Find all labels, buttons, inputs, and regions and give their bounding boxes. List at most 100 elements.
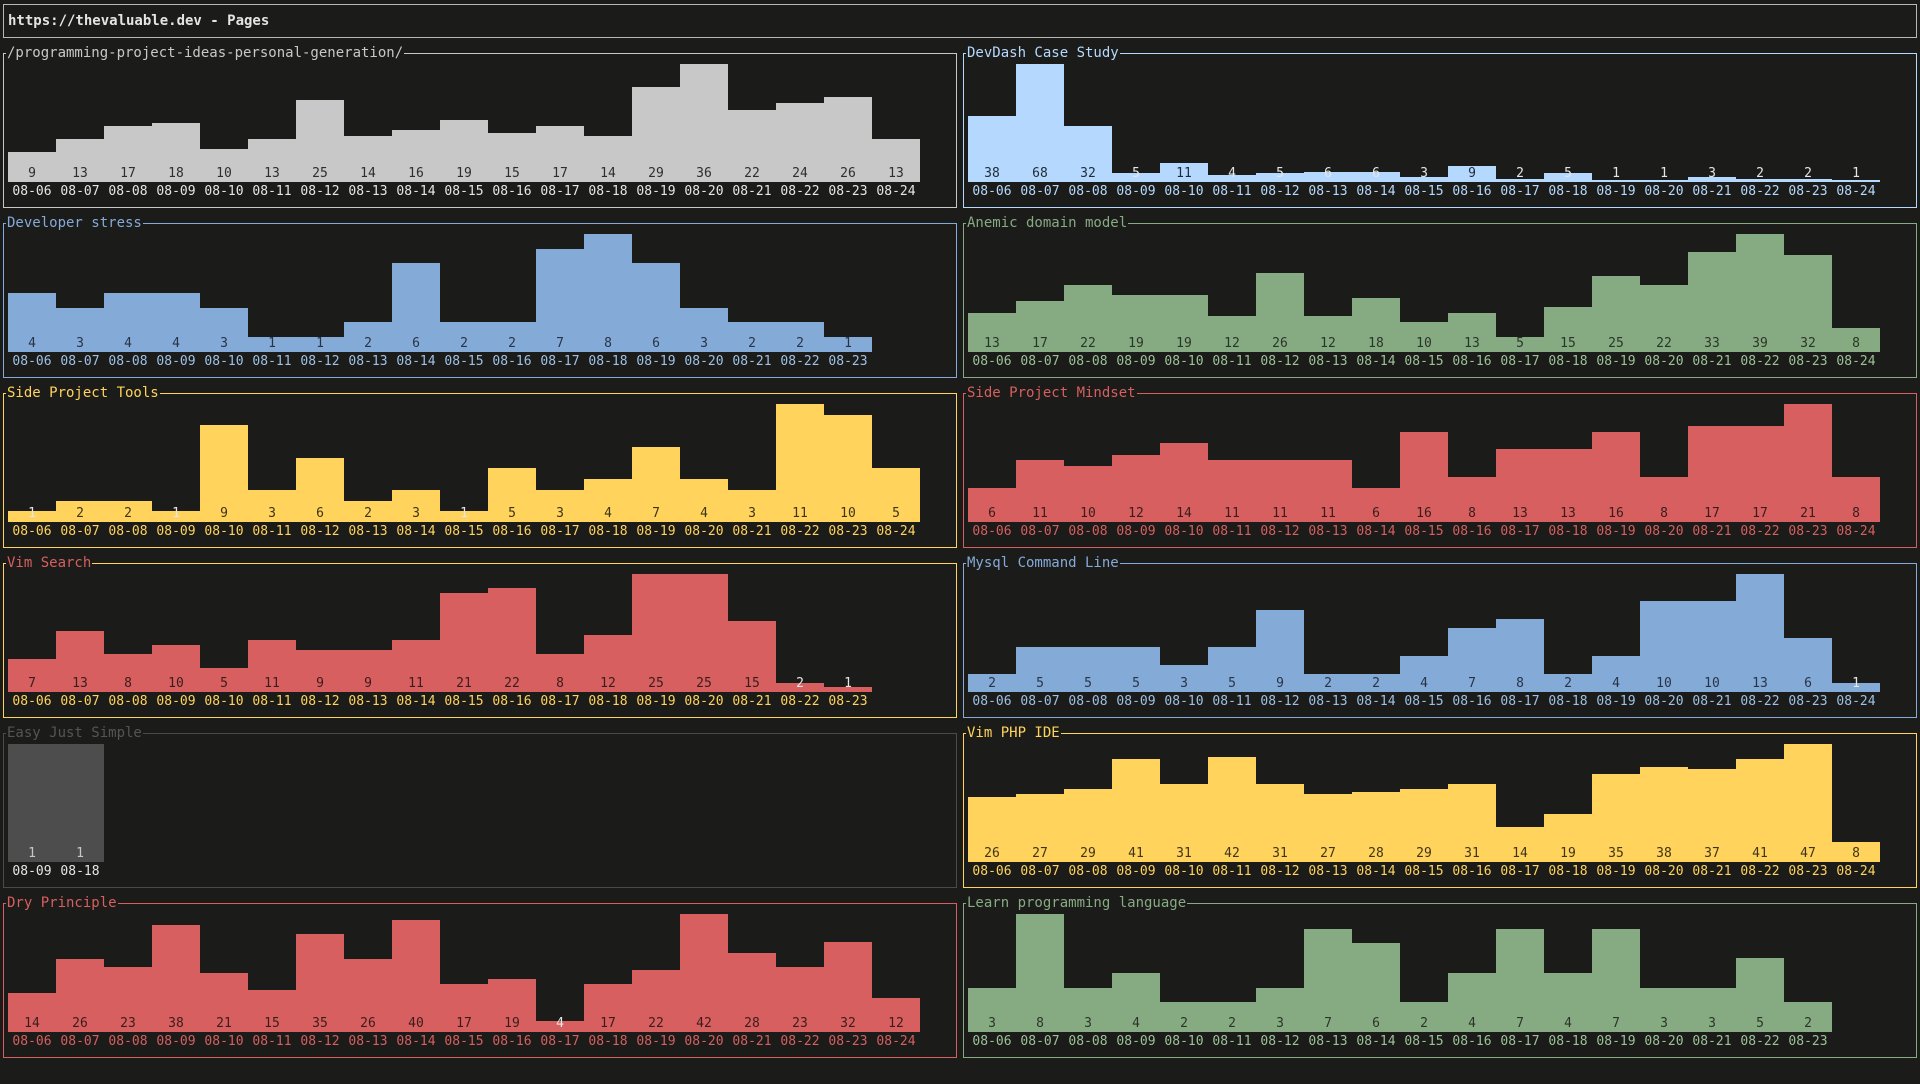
date-tick-label: 08-08 [1068,354,1108,369]
bar-value-label: 8 [1852,846,1860,861]
bar-value-label: 26 [360,1016,376,1031]
date-tick-label: 08-08 [108,1034,148,1049]
bar-value-label: 1 [76,846,84,861]
bar [1544,173,1592,182]
date-tick-label: 08-07 [60,184,100,199]
bar-value-label: 2 [1804,1016,1812,1031]
bar [1592,929,1640,1032]
bar-value-label: 13 [1512,506,1528,521]
bar [152,293,200,352]
date-tick-label: 08-21 [732,184,772,199]
chart-panel[interactable]: DevDash Case Study 38 68 32 5 11 4 5 6 6 3 9 2 5 1 1 3 2 2… [963,44,1917,208]
panel-title: Dry Principle [6,894,118,912]
bar-value-label: 2 [124,506,132,521]
date-tick-label: 08-12 [300,1034,340,1049]
date-tick-label: 08-15 [444,354,484,369]
chart-panel[interactable]: Side Project Tools 1 2 2 1 9 3 6 2 3 1 5 3 4 7 4 3 11 10 5 0… [3,384,957,548]
bar-value-label: 24 [792,166,808,181]
chart-panel[interactable]: Learn programming language 3 8 3 4 2 2 3 7 6 2 4 7 4 7… [963,894,1917,1058]
chart-panel[interactable]: Mysql Command Line 2 5 5 5 3 5 9 2 2 4 7 8 2 4 10 10 13 6 1… [963,554,1917,718]
bar-value-label: 36 [696,166,712,181]
bar-value-label: 8 [1660,506,1668,521]
date-tick-label: 08-19 [1596,694,1636,709]
bar-value-label: 6 [652,336,660,351]
bar [776,404,824,522]
date-tick-label: 08-24 [876,1034,916,1049]
bar-value-label: 14 [1512,846,1528,861]
date-tick-label: 08-18 [1548,1034,1588,1049]
bar-value-label: 31 [1464,846,1480,861]
date-tick-label: 08-18 [588,524,628,539]
bar [680,574,728,692]
bar [1352,298,1400,352]
date-tick-label: 08-14 [396,694,436,709]
window-title: https://thevaluable.dev - Pages [3,4,1917,38]
date-tick-label: 08-16 [1452,694,1492,709]
chart-panel[interactable]: Easy Just Simple 1 1 08-09 08-18 [3,724,957,888]
bar-value-label: 2 [1756,166,1764,181]
bar [1256,610,1304,692]
bar-value-label: 4 [556,1016,564,1031]
bar [1064,647,1112,692]
bar [584,136,632,182]
bar-value-label: 4 [1564,1016,1572,1031]
bar-value-label: 15 [1560,336,1576,351]
chart-panel[interactable]: Dry Principle 14 26 23 38 21 15 35 26 40 17 19 4 17 22… [3,894,957,1058]
bar-value-label: 3 [1708,1016,1716,1031]
date-tick-label: 08-18 [1548,864,1588,879]
bar [632,970,680,1032]
bar-value-label: 4 [1612,676,1620,691]
bar [56,308,104,352]
date-tick-label: 08-13 [348,354,388,369]
bar [1400,789,1448,862]
panel-title: /programming-project-ideas-personal-gene… [6,44,405,62]
bar [536,126,584,182]
bar-value-label: 11 [264,676,280,691]
date-tick-label: 08-14 [1356,864,1396,879]
bar-value-label: 19 [1560,846,1576,861]
bar [1496,929,1544,1032]
bar-value-label: 1 [1852,676,1860,691]
bar [104,967,152,1032]
bar-value-label: 15 [744,676,760,691]
chart-panel[interactable]: Side Project Mindset 6 11 10 12 14 11 11 11 6 16 8 1… [963,384,1917,548]
panel-title: Learn programming language [966,894,1188,912]
date-tick-label: 08-17 [540,184,580,199]
date-tick-label: 08-18 [588,354,628,369]
bar [1736,234,1784,352]
bar [1736,426,1784,522]
bar-value-label: 21 [216,1016,232,1031]
date-tick-label: 08-06 [12,354,52,369]
bar-value-label: 16 [408,166,424,181]
bar [296,337,344,352]
chart-panel[interactable]: Vim Search 7 13 8 10 5 11 9 9 11 21 22 8 12 25 25 15 2 1 08… [3,554,957,718]
bar [1016,301,1064,352]
bar-value-label: 4 [1228,166,1236,181]
chart-panel[interactable]: Developer stress 4 3 4 4 3 1 1 2 6 2 2 7 8 6 3 2 2 1 08-06 0… [3,214,957,378]
bar [8,744,56,862]
bar-value-label: 13 [1464,336,1480,351]
bar [344,136,392,182]
date-tick-label: 08-20 [684,1034,724,1049]
bar-value-label: 4 [1420,676,1428,691]
bar [1064,285,1112,352]
panel-title: Easy Just Simple [6,724,143,742]
bar-value-label: 21 [1800,506,1816,521]
bar-value-label: 14 [1176,506,1192,521]
date-tick-label: 08-12 [300,694,340,709]
bar [1208,316,1256,352]
date-tick-label: 08-06 [972,354,1012,369]
bar [56,744,104,862]
bar-value-label: 2 [508,336,516,351]
bar [248,640,296,692]
chart-panel[interactable]: Anemic domain model 13 17 22 19 19 12 26 12 18 10 1… [963,214,1917,378]
date-tick-label: 08-23 [1788,524,1828,539]
bar [1112,455,1160,522]
bar-value-label: 22 [1656,336,1672,351]
date-tick-label: 08-18 [588,184,628,199]
chart-panel[interactable]: /programming-project-ideas-personal-gene… [3,44,957,208]
bar-value-label: 9 [1468,166,1476,181]
date-tick-label: 08-06 [12,184,52,199]
chart-panel[interactable]: Vim PHP IDE 26 27 29 41 31 42 31 27 28 29 31 14 19 35 3… [963,724,1917,888]
bar [1352,943,1400,1032]
